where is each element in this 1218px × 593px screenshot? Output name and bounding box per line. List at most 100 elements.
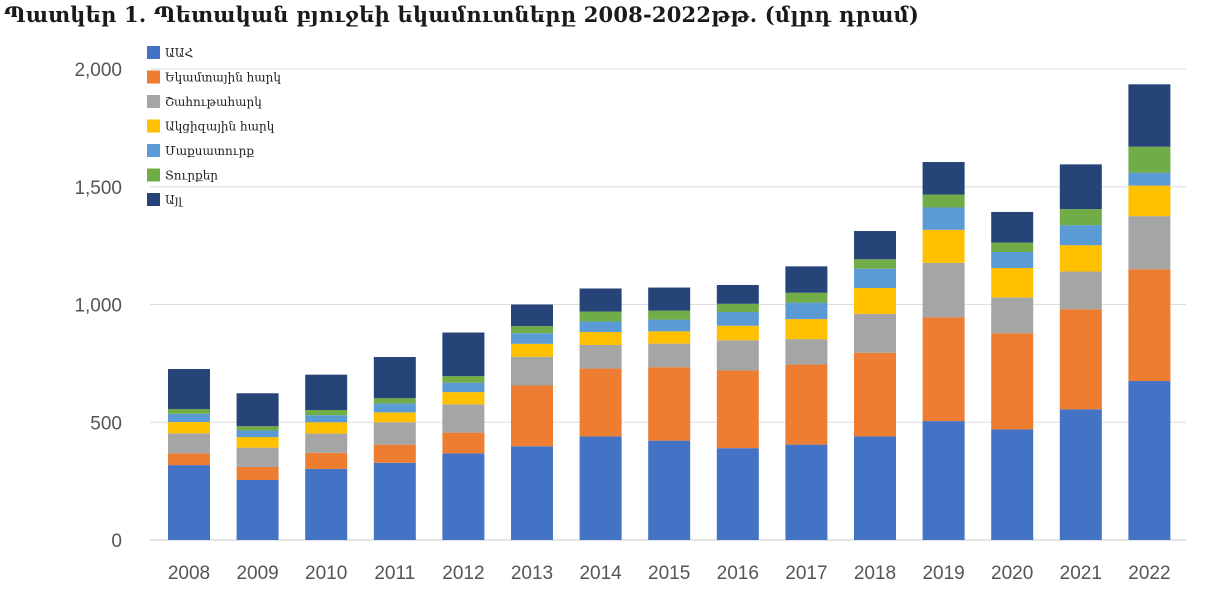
bar-segment — [648, 319, 691, 332]
bar-segment — [922, 229, 965, 263]
bar-segment — [1128, 381, 1171, 540]
bar-segment — [922, 317, 965, 422]
bar-segment — [511, 304, 553, 327]
bar-segment — [716, 448, 759, 540]
y-tick-label: 2,000 — [74, 60, 122, 81]
bar-segment — [716, 370, 759, 449]
bar-segment — [579, 332, 622, 346]
bar-segment — [854, 268, 896, 289]
bar-segment — [373, 403, 416, 413]
bar-segment — [579, 288, 622, 312]
y-tick-label: 500 — [90, 413, 122, 434]
bar-segment — [922, 207, 965, 230]
legend-swatch — [147, 119, 160, 133]
bar-segment — [854, 231, 896, 260]
bar-segment — [648, 331, 691, 344]
bar-segment — [1059, 245, 1102, 272]
x-axis-ticks: 2008 2009 2010 2011 2012 2013 2014 2015 2016 2017… — [168, 563, 1171, 584]
bar-segment — [305, 468, 348, 540]
bar-stacks — [168, 84, 1171, 540]
bar-segment — [785, 319, 828, 340]
bar-segment — [785, 292, 828, 303]
bar-segment — [373, 412, 416, 423]
x-tick-label: 2022 — [1128, 563, 1170, 584]
bar-segment — [373, 462, 416, 540]
bar-segment — [1059, 209, 1102, 226]
bar-segment — [511, 343, 553, 357]
bar-segment — [785, 266, 828, 293]
x-tick-label: 2019 — [922, 563, 964, 584]
bar-segment — [1128, 216, 1171, 270]
bar-segment — [785, 302, 828, 320]
bar-segment — [716, 325, 759, 341]
x-tick-label: 2011 — [374, 563, 415, 584]
bar-segment — [442, 453, 485, 540]
bar-segment — [648, 310, 691, 320]
bar-segment — [442, 404, 485, 433]
bar-segment — [511, 333, 553, 344]
bar-segment — [854, 352, 896, 437]
x-tick-label: 2021 — [1060, 563, 1102, 584]
bar-segment — [991, 333, 1034, 430]
legend-label: ԱԱՀ — [165, 46, 193, 60]
bar-segment — [648, 440, 691, 540]
bar-segment — [442, 332, 485, 377]
bar-segment — [922, 421, 965, 540]
bar-segment — [648, 287, 691, 311]
bar-segment — [511, 356, 553, 386]
bar-segment — [236, 426, 279, 431]
bar-segment — [236, 393, 279, 427]
legend-label: Տուրքեր — [165, 169, 218, 183]
bar-segment — [236, 447, 279, 467]
bar-segment — [305, 433, 348, 453]
bar-segment — [716, 284, 759, 304]
bar-segment — [1128, 185, 1171, 217]
bar-segment — [648, 367, 691, 441]
bar-segment — [716, 340, 759, 371]
bar-segment — [236, 479, 279, 540]
legend-swatch — [147, 193, 160, 206]
y-tick-label: 1,500 — [74, 178, 122, 199]
bar-segment — [991, 297, 1034, 334]
bar-segment — [785, 364, 828, 445]
legend-swatch — [147, 168, 160, 182]
bar-segment — [1128, 172, 1171, 186]
x-tick-label: 2017 — [785, 563, 827, 584]
bar-segment — [579, 311, 622, 322]
bar-segment — [373, 398, 416, 404]
bar-segment — [442, 392, 485, 405]
bar-segment — [373, 422, 416, 445]
x-tick-label: 2008 — [168, 563, 210, 584]
bar-segment — [922, 162, 965, 195]
legend-label: Եկամտային հարկ — [165, 71, 281, 85]
bar-segment — [511, 385, 553, 447]
bar-segment — [236, 466, 279, 480]
bar-segment — [442, 376, 485, 383]
bar-segment — [991, 242, 1034, 252]
bar-segment — [785, 339, 828, 365]
bar-segment — [854, 259, 896, 269]
bar-segment — [716, 312, 759, 326]
bar-segment — [305, 415, 348, 423]
bar-segment — [991, 211, 1034, 243]
bar-segment — [373, 357, 416, 399]
x-tick-label: 2009 — [236, 563, 278, 584]
bar-segment — [1059, 409, 1102, 540]
bar-segment — [854, 313, 896, 353]
bar-segment — [716, 303, 759, 313]
y-tick-label: 0 — [111, 531, 122, 552]
legend-swatch — [147, 70, 160, 84]
y-tick-label: 1,000 — [74, 296, 122, 317]
bar-segment — [305, 452, 348, 469]
bar-segment — [991, 267, 1034, 298]
bar-segment — [648, 343, 691, 368]
legend-swatch — [147, 46, 160, 59]
bar-segment — [511, 326, 553, 334]
legend-label: Մաքսատուրք — [165, 144, 254, 158]
bar-segment — [236, 430, 279, 438]
bar-segment — [442, 382, 485, 393]
bar-segment — [579, 321, 622, 333]
bar-segment — [1128, 146, 1171, 173]
x-tick-label: 2020 — [991, 563, 1033, 584]
